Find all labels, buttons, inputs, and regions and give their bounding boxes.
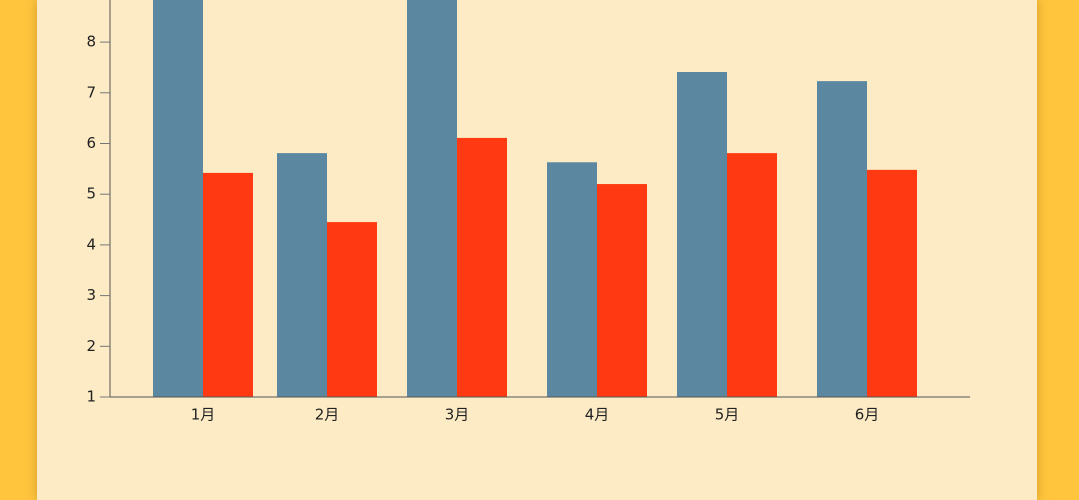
y-tick-label: 3: [86, 286, 96, 304]
x-tick-label: 1月: [191, 406, 216, 424]
bar: [597, 184, 647, 397]
bar: [203, 172, 253, 397]
y-tick-label: 7: [86, 83, 96, 101]
bar: [727, 153, 777, 397]
x-tick-label: 6月: [855, 406, 880, 424]
bar: [457, 137, 507, 397]
y-tick-label: 6: [86, 134, 96, 152]
bar: [547, 162, 597, 397]
bar: [153, 0, 203, 397]
y-tick-label: 8: [86, 33, 96, 51]
y-tick-label: 5: [86, 185, 96, 203]
bar: [817, 81, 867, 397]
x-tick-label: 3月: [445, 406, 470, 424]
y-tick-label: 2: [86, 337, 96, 355]
x-tick-label: 5月: [715, 406, 740, 424]
bar: [867, 169, 917, 397]
x-tick-label: 4月: [585, 406, 610, 424]
bar: [407, 0, 457, 398]
x-tick-label: 2月: [315, 406, 340, 424]
y-tick-label: 4: [86, 235, 96, 253]
bar: [277, 153, 327, 397]
bar: [677, 72, 727, 397]
bar: [327, 222, 377, 397]
y-tick-label: 1: [86, 388, 96, 406]
